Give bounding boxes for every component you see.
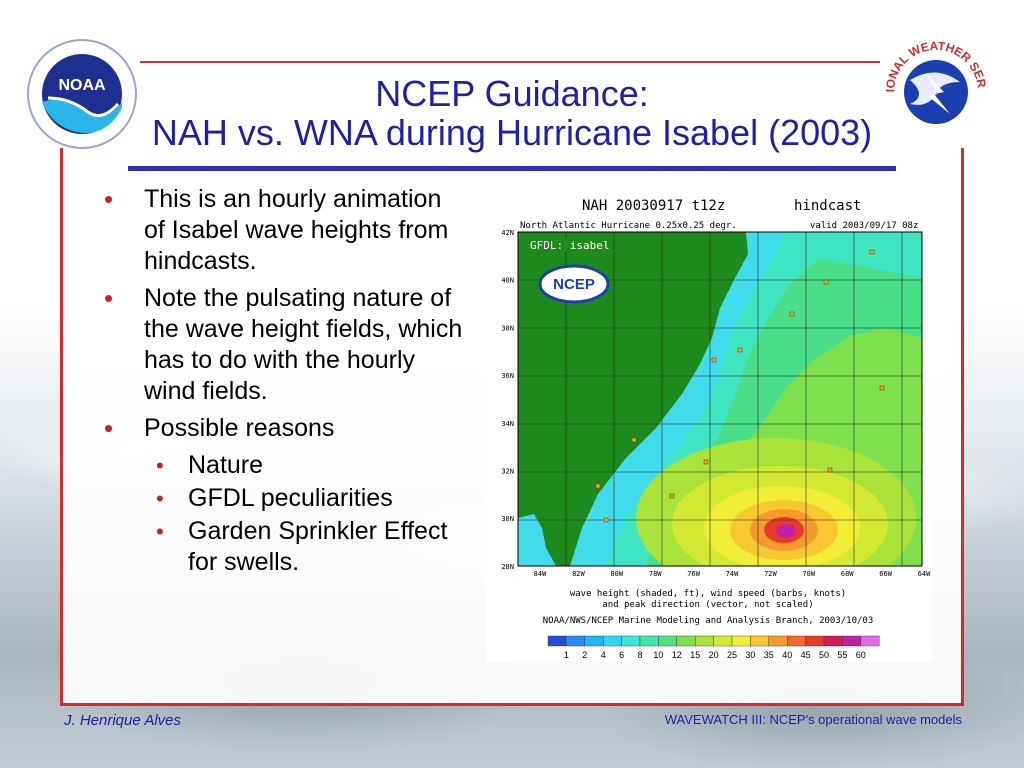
colorbar-swatch [787,635,806,647]
map-header-left: NAH 20030917 t12z [582,198,725,214]
sub-bullet-item: • Nature [104,450,464,481]
latitude-label: 30N [501,515,514,523]
colorbar-swatch [639,635,659,647]
bullet-list: • This is an hourly animation of Isabel w… [104,184,464,580]
footer-series: WAVEWATCH III: NCEP's operational wave m… [664,712,962,727]
wave-height-map-panel: NAH 20030917 t12z hindcast North Atlanti… [486,188,932,662]
bullet-item: • Possible reasons [104,413,464,444]
bullet-item: • Note the pulsating nature of the wave h… [104,283,464,407]
sub-bullet-text: GFDL peculiarities [188,484,393,512]
colorbar-label: 50 [819,650,829,660]
map-caption-line1: wave height (shaded, ft), wind speed (ba… [570,589,846,599]
colorbar-swatch [602,635,622,647]
longitude-label: 72W [764,570,777,578]
colorbar-swatch [823,635,843,647]
longitude-label: 76W [687,570,700,578]
sub-bullet-text: Nature [188,451,264,479]
colorbar-swatch [547,635,567,647]
bullet-dot-icon: • [104,413,114,443]
longitude-label: 74W [726,570,739,578]
colorbar-swatch [694,635,714,647]
colorbar-label: 2 [582,650,587,660]
latitude-label: 34N [501,420,514,428]
colorbar-swatch [658,635,677,647]
longitude-labels: 84W 82W 80W 78W 76W 74W 72W 70W 68W 66W 64W [534,570,931,578]
colorbar-label: 20 [709,650,719,660]
wave-height-map: NAH 20030917 t12z hindcast North Atlanti… [501,198,931,660]
colorbar-label: 10 [653,650,663,660]
longitude-label: 68W [841,570,854,578]
ncep-badge: NCEP [553,276,595,293]
colorbar [547,635,880,647]
colorbar-label: 1 [564,650,569,660]
colorbar-label: 35 [764,650,774,660]
colorbar-label: 15 [690,650,700,660]
bullet-text: Possible reasons [144,414,335,442]
colorbar-swatch [621,635,641,647]
national-weather-service-logo-icon: NATIONAL WEATHER SERVICE [880,34,990,144]
colorbar-swatch [731,635,751,647]
colorbar-label: 55 [837,650,847,660]
sub-bullet-dot-icon: • [156,519,164,544]
colorbar-swatch [768,635,788,647]
longitude-label: 78W [649,570,662,578]
map-caption-line2: and peak direction (vector, not scaled) [602,600,813,610]
sub-bullet-dot-icon: • [156,453,164,478]
noaa-logo-icon: NOAA [27,39,137,149]
colorbar-swatch [860,635,880,647]
colorbar-label: 8 [637,650,642,660]
colorbar-label: 40 [782,650,792,660]
latitude-label: 38N [501,324,514,332]
bullet-text: Note the pulsating nature of the wave he… [144,284,463,405]
longitude-label: 66W [879,570,892,578]
map-credit: NOAA/NWS/NCEP Marine Modeling and Analys… [543,616,874,626]
colorbar-swatch [805,635,825,647]
bullet-dot-icon: • [104,283,114,313]
colorbar-swatch [566,635,586,647]
colorbar-label: 45 [801,650,811,660]
latitude-label: 36N [501,372,514,380]
header-rule [140,61,880,63]
colorbar-label: 12 [672,650,682,660]
latitude-label: 28N [501,563,514,571]
longitude-label: 70W [802,570,815,578]
map-subheader-right: valid 2003/09/17 08z [810,221,918,231]
longitude-label: 64W [918,570,931,578]
colorbar-swatch [584,635,604,647]
sub-bullet-dot-icon: • [156,486,164,511]
colorbar-label: 30 [745,650,755,660]
latitude-labels: 42N 40N 38N 36N 34N 32N 30N 28N [501,229,514,571]
longitude-label: 82W [572,570,585,578]
bullet-text: This is an hourly animation of Isabel wa… [144,185,449,275]
colorbar-label: 25 [727,650,737,660]
latitude-label: 32N [501,468,514,476]
colorbar-labels: 1 2 4 6 8 10 12 15 20 25 30 35 40 45 50 55 60 [564,650,866,660]
colorbar-swatch [713,635,733,647]
longitude-label: 80W [610,570,623,578]
bullet-dot-icon: • [104,184,114,214]
footer-author: J. Henrique Alves [64,712,181,729]
colorbar-swatch [676,635,696,647]
map-subheader-left: North Atlantic Hurricane 0.25x0.25 degr. [520,221,737,231]
slide-title-line2: NAH vs. WNA during Hurricane Isabel (200… [151,112,873,153]
latitude-label: 42N [501,229,514,237]
bullet-item: • This is an hourly animation of Isabel w… [104,184,464,277]
title-underline [128,166,896,171]
colorbar-label: 6 [619,650,624,660]
sub-bullet-text: Garden Sprinkler Effect for swells. [188,517,448,576]
latitude-label: 40N [501,277,514,285]
slide-title-line1: NCEP Guidance: [375,73,649,114]
noaa-logo-text: NOAA [58,77,106,94]
map-model-label: GFDL: isabel [530,239,609,252]
map-header-right: hindcast [794,198,861,214]
slide-title: NCEP Guidance: NAH vs. WNA during Hurric… [120,74,904,152]
colorbar-label: 4 [601,650,606,660]
colorbar-swatch [750,635,769,647]
longitude-label: 84W [534,570,547,578]
colorbar-label: 60 [856,650,866,660]
map-field [518,232,922,566]
sub-bullet-item: • Garden Sprinkler Effect for swells. [104,516,464,578]
colorbar-swatch [842,635,861,647]
sub-bullet-item: • GFDL peculiarities [104,483,464,514]
